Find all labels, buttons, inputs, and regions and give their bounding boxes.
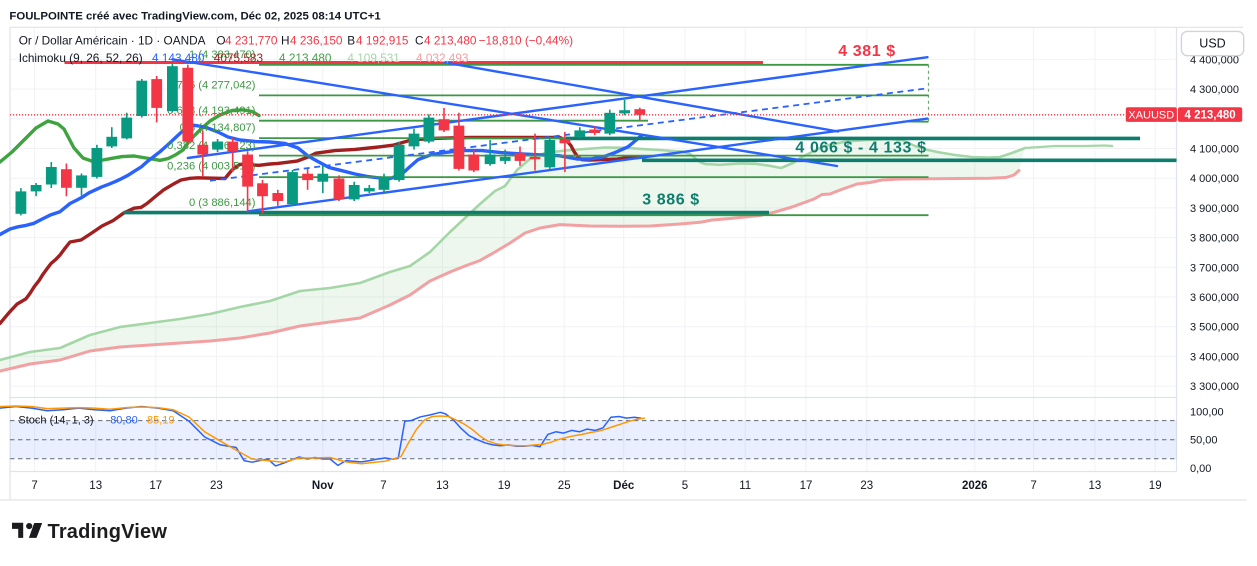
svg-text:17: 17	[149, 480, 162, 492]
svg-text:4 066 $ - 4 133 $: 4 066 $ - 4 133 $	[795, 140, 926, 157]
svg-text:4 213,480: 4 213,480	[424, 34, 477, 48]
svg-text:19: 19	[498, 480, 511, 492]
svg-text:2026: 2026	[962, 480, 988, 492]
svg-text:23: 23	[210, 480, 223, 492]
svg-text:4 300,000: 4 300,000	[1190, 84, 1239, 96]
svg-text:50,00: 50,00	[1190, 434, 1218, 446]
svg-text:Or / Dollar Américain · 1D · O: Or / Dollar Américain · 1D · OANDA	[19, 34, 206, 48]
svg-text:4 032,493: 4 032,493	[416, 51, 469, 65]
svg-text:13: 13	[89, 480, 102, 492]
svg-text:85,19: 85,19	[147, 415, 175, 427]
svg-text:13: 13	[1089, 480, 1102, 492]
svg-text:100,00: 100,00	[1190, 407, 1224, 419]
svg-text:4075,583: 4075,583	[214, 51, 264, 65]
svg-text:5: 5	[682, 480, 688, 492]
svg-text:−18,810 (−0,44%): −18,810 (−0,44%)	[479, 34, 574, 48]
svg-text:11: 11	[739, 480, 751, 492]
svg-text:3 400,000: 3 400,000	[1190, 351, 1239, 363]
svg-text:19: 19	[1149, 480, 1162, 492]
svg-text:7: 7	[1030, 480, 1036, 492]
svg-text:4 000,000: 4 000,000	[1190, 173, 1239, 185]
svg-text:3 500,000: 3 500,000	[1190, 322, 1239, 334]
svg-text:B: B	[347, 34, 355, 48]
svg-text:TradingView: TradingView	[48, 521, 168, 543]
svg-text:0,00: 0,00	[1190, 463, 1211, 475]
svg-text:7: 7	[31, 480, 37, 492]
svg-text:25: 25	[558, 480, 571, 492]
svg-text:XAUUSD: XAUUSD	[1128, 109, 1174, 121]
svg-text:80,80: 80,80	[110, 415, 138, 427]
svg-text:0,382 (4 076,123): 0,382 (4 076,123)	[167, 140, 256, 152]
svg-text:0,618 (4 193,491): 0,618 (4 193,491)	[167, 105, 256, 117]
svg-text:3 900,000: 3 900,000	[1190, 203, 1239, 215]
svg-text:7: 7	[380, 480, 386, 492]
svg-text:4 143,480: 4 143,480	[152, 51, 205, 65]
svg-text:4 213,480: 4 213,480	[1185, 109, 1236, 121]
svg-text:4 213,480: 4 213,480	[279, 51, 332, 65]
svg-text:3 300,000: 3 300,000	[1190, 381, 1239, 393]
svg-text:4 236,150: 4 236,150	[290, 34, 343, 48]
svg-text:4 192,915: 4 192,915	[356, 34, 409, 48]
svg-text:Nov: Nov	[312, 480, 334, 492]
svg-text:FOULPOINTE créé avec TradingVi: FOULPOINTE créé avec TradingView.com, Dé…	[9, 11, 381, 23]
svg-text:3 600,000: 3 600,000	[1190, 292, 1239, 304]
svg-text:Stoch (14, 1, 3): Stoch (14, 1, 3)	[18, 415, 93, 427]
svg-text:H: H	[281, 34, 290, 48]
svg-text:17: 17	[800, 480, 813, 492]
svg-text:Déc: Déc	[613, 480, 635, 492]
svg-text:3 886 $: 3 886 $	[642, 192, 700, 209]
svg-text:C: C	[415, 34, 424, 48]
svg-text:23: 23	[860, 480, 873, 492]
svg-text:4 100,000: 4 100,000	[1190, 144, 1239, 156]
svg-text:4 231,770: 4 231,770	[225, 34, 278, 48]
svg-text:4 381 $: 4 381 $	[838, 43, 896, 60]
svg-text:0 (3 886,144): 0 (3 886,144)	[189, 197, 256, 209]
svg-text:0,786 (4 277,042): 0,786 (4 277,042)	[167, 80, 256, 92]
svg-text:USD: USD	[1199, 37, 1225, 51]
svg-text:13: 13	[436, 480, 449, 492]
svg-text:3 700,000: 3 700,000	[1190, 262, 1239, 274]
svg-text:Ichimoku (9, 26, 52, 26): Ichimoku (9, 26, 52, 26)	[19, 51, 143, 65]
svg-text:4 109,531: 4 109,531	[347, 51, 399, 65]
svg-text:3 800,000: 3 800,000	[1190, 233, 1239, 245]
